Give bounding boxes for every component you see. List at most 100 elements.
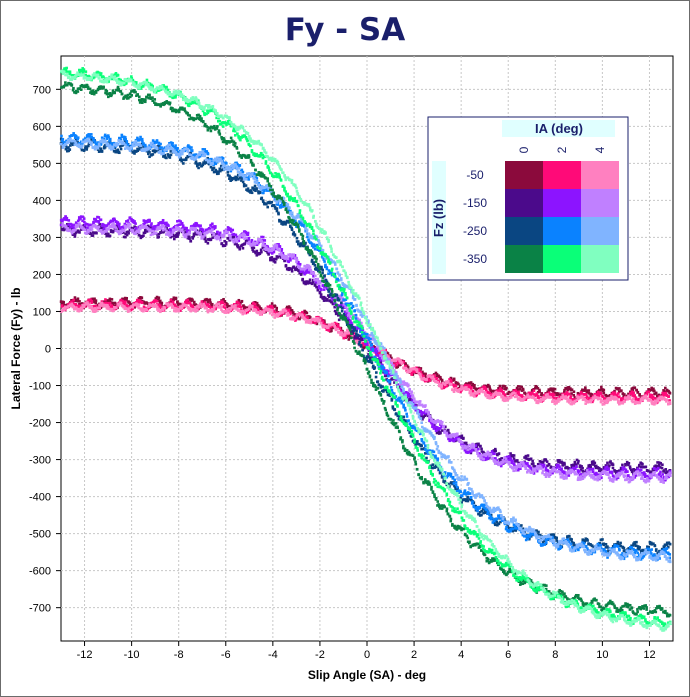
data-point: [286, 257, 290, 261]
data-point: [590, 393, 594, 397]
data-point: [374, 347, 378, 350]
data-point: [656, 466, 660, 470]
data-point: [519, 399, 523, 402]
data-point: [585, 389, 589, 392]
data-point: [486, 390, 489, 394]
data-point: [122, 298, 126, 301]
data-point: [428, 379, 432, 382]
data-point: [547, 391, 551, 395]
data-point: [183, 227, 187, 230]
data-point: [624, 470, 627, 474]
data-point: [212, 308, 216, 311]
data-point: [385, 378, 389, 381]
data-point: [125, 220, 128, 223]
data-point: [71, 143, 75, 147]
data-point: [613, 470, 617, 473]
data-point: [136, 229, 139, 233]
data-point: [538, 464, 542, 468]
data-point: [210, 304, 214, 308]
data-point: [482, 385, 485, 389]
data-point: [108, 301, 112, 305]
data-point: [250, 246, 254, 249]
data-point: [484, 387, 488, 391]
data-point: [628, 465, 632, 468]
data-point: [633, 472, 636, 476]
data-point: [252, 301, 255, 305]
data-point: [171, 234, 174, 238]
data-point: [661, 473, 664, 476]
data-point: [339, 329, 343, 333]
data-point: [235, 308, 239, 311]
data-point: [637, 397, 641, 401]
data-point: [281, 251, 285, 255]
data-point: [199, 224, 202, 227]
data-point: [159, 231, 162, 234]
data-point: [633, 386, 637, 390]
data-point: [472, 446, 476, 449]
data-point: [309, 321, 313, 325]
data-point: [257, 238, 260, 241]
data-point: [233, 307, 237, 310]
data-point: [319, 293, 323, 296]
data-point: [194, 232, 197, 236]
data-point: [333, 309, 337, 313]
data-point: [231, 236, 234, 240]
data-point: [599, 474, 602, 477]
data-point: [657, 464, 661, 467]
data-point: [531, 470, 534, 474]
data-point: [433, 422, 436, 426]
data-point: [175, 227, 179, 231]
data-point: [158, 299, 162, 303]
data-point: [464, 446, 468, 450]
data-point: [187, 231, 191, 234]
data-point: [467, 450, 471, 454]
data-point: [182, 162, 185, 165]
data-point: [502, 392, 505, 395]
data-point: [587, 389, 591, 392]
data-point: [73, 235, 77, 238]
data-point: [85, 226, 89, 230]
data-point: [283, 308, 286, 311]
data-point: [197, 305, 201, 309]
data-point: [62, 301, 65, 304]
data-point: [432, 427, 436, 430]
data-point: [523, 391, 526, 395]
data-point: [589, 400, 592, 404]
data-point: [426, 378, 430, 382]
data-point: [172, 296, 176, 300]
data-point: [185, 156, 188, 160]
data-point: [428, 416, 431, 419]
data-point: [428, 419, 431, 423]
data-point: [383, 372, 387, 376]
data-point: [623, 467, 626, 470]
data-point: [87, 230, 90, 234]
data-point: [245, 239, 249, 243]
data-point: [417, 366, 421, 370]
data-point: [137, 230, 141, 234]
data-point: [475, 445, 479, 449]
data-point: [344, 305, 347, 309]
data-point: [599, 472, 603, 475]
data-point: [515, 465, 519, 468]
data-point: [631, 388, 635, 392]
data-point: [143, 307, 147, 311]
data-point: [97, 150, 101, 153]
data-point: [507, 462, 511, 466]
data-point: [555, 401, 558, 405]
data-point: [476, 452, 479, 455]
data-point: [431, 377, 434, 380]
data-point: [625, 460, 629, 464]
data-point: [184, 231, 187, 234]
data-point: [325, 286, 329, 289]
data-point: [492, 395, 496, 399]
data-point: [640, 471, 644, 475]
data-point: [650, 386, 653, 390]
data-point: [645, 474, 649, 478]
data-point: [595, 471, 598, 475]
data-point: [605, 398, 609, 402]
data-point: [117, 232, 121, 236]
data-point: [529, 466, 533, 470]
data-point: [620, 389, 623, 392]
data-point: [408, 370, 411, 374]
data-point: [562, 393, 566, 397]
